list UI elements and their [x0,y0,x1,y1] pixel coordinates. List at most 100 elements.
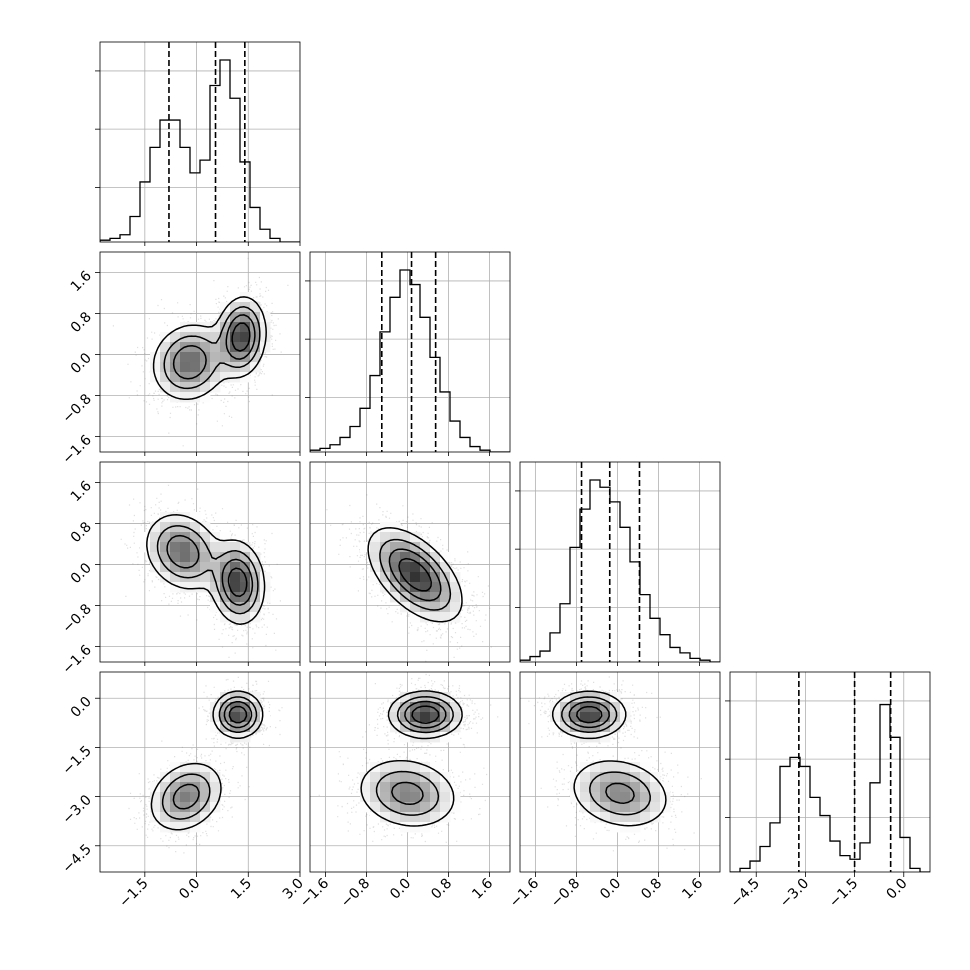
density-cell [400,692,411,703]
density-cell [600,722,611,733]
density-cell [370,542,381,553]
density-cell [190,532,201,543]
density-cell [250,592,261,603]
hist-frame [519,461,721,663]
density-cell [570,732,581,743]
contour-level-1 [161,696,258,820]
density-cell [410,582,421,593]
density-cell [640,762,651,773]
density-cell [450,802,461,813]
density-cell [190,792,201,803]
density-cell [560,712,571,723]
density-cell [370,772,381,783]
density-cell [210,342,221,353]
density-cell [200,582,211,593]
density-cell [400,812,411,823]
density-cell [420,612,431,623]
y-tick-label: −0.8 [59,391,94,426]
y-tick-label: 1.6 [68,478,95,505]
density-cell [160,552,171,563]
scatter-panel-0-2 [100,462,300,662]
x-tick-label: 1.6 [679,875,706,902]
density-cell [570,712,581,723]
density-cell [420,702,431,713]
density-cell [220,362,231,373]
density-cell [220,302,231,313]
density-cell [590,802,601,813]
density-cell [610,702,621,713]
density-cell [170,762,181,773]
density-cell [420,572,431,583]
density-cell [210,562,221,573]
density-cell [190,782,201,793]
density-cell [210,782,221,793]
panel-frame [519,671,721,873]
density-cell [170,572,181,583]
density-cell [180,322,191,333]
panels-layer [100,42,930,872]
density-cell [400,792,411,803]
panel-frame [309,671,511,873]
density-cell [380,792,391,803]
density-cell [600,792,611,803]
density-cell [210,772,221,783]
density-cell [620,792,631,803]
density-cell [210,582,221,593]
density-cell [160,812,171,823]
density-cell [190,362,201,373]
density-cell [460,592,471,603]
density-cell [230,582,241,593]
density-cell [570,772,581,783]
density-cell [220,352,231,363]
density-cell [180,772,191,783]
density-cell [220,572,231,583]
density-cell [430,812,441,823]
scatter-panel-0-1 [100,252,300,452]
density-cell [620,802,631,813]
contour-level-1 [379,538,452,611]
density-cell [170,382,181,393]
contour-level-3 [576,705,603,724]
contour-level-3 [411,705,440,724]
density-cell [160,382,171,393]
x-tick-label: −1.5 [116,876,151,911]
density-cell [410,712,421,723]
y-tick-label: 0.8 [68,309,95,336]
density-cell [220,372,231,383]
density-cell [620,772,631,783]
density-cell [380,532,391,543]
density-cell [410,692,421,703]
density-cell [410,572,421,583]
density-cell [170,792,181,803]
density-cell [450,712,461,723]
density-cell [230,572,241,583]
density-cell [170,822,181,833]
density-cell [610,822,621,833]
density-cell [380,582,391,593]
density-cell [170,582,181,593]
contour-level-1 [163,306,261,390]
density-cell [210,602,221,613]
density-cell [210,352,221,363]
density-cell [200,542,211,553]
density-cell [430,702,441,713]
density-cell [380,562,391,573]
density-cell [610,772,621,783]
density-cell [210,712,221,723]
density-cell [190,762,201,773]
density-cell [600,692,611,703]
density-cell [370,792,381,803]
density-cell [400,782,411,793]
density-cell [140,532,151,543]
density-cell [260,342,271,353]
density-cell [450,722,461,733]
y-tick-label: 0.0 [68,350,95,377]
hist-panel-3 [730,672,930,872]
density-cell [630,812,641,823]
density-cell [200,782,211,793]
y-tick-label: −4.5 [59,841,94,876]
density-cell [410,602,421,613]
density-cell [200,812,211,823]
density-cell [230,312,241,323]
contour-level-1 [156,525,259,615]
